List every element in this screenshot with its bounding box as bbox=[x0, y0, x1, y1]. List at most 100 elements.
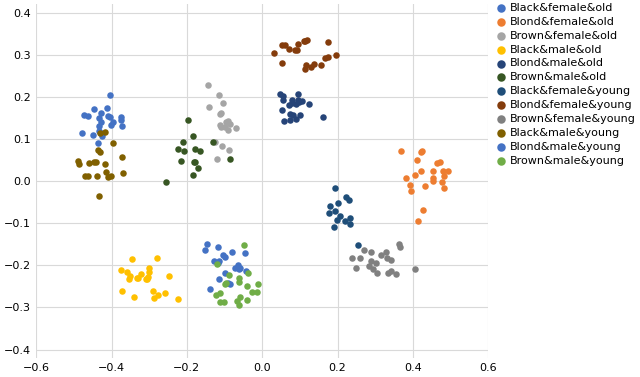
Brown&female&old bbox=[223, 127, 233, 133]
Blond&male&old bbox=[292, 91, 303, 97]
Brown&female&old bbox=[215, 123, 225, 129]
Blond&female&young bbox=[299, 38, 309, 44]
Brown&female&young bbox=[381, 254, 392, 261]
Blond&female&young bbox=[292, 41, 303, 48]
Black&female&old bbox=[96, 119, 106, 125]
Black&female&old bbox=[102, 105, 112, 111]
Black&female&old bbox=[96, 130, 106, 136]
Brown&male&old bbox=[179, 148, 189, 154]
Brown&male&young bbox=[214, 299, 225, 305]
Brown&female&young bbox=[359, 247, 369, 253]
Brown&female&young bbox=[410, 266, 420, 272]
Black&male&young bbox=[95, 130, 105, 136]
Black&female&old bbox=[108, 119, 118, 125]
Black&female&old bbox=[93, 115, 104, 121]
Black&female&old bbox=[116, 113, 126, 120]
Brown&female&old bbox=[216, 124, 226, 130]
Blond&female&old bbox=[444, 169, 454, 175]
Blond&female&old bbox=[413, 218, 423, 224]
Blond&female&old bbox=[406, 188, 417, 194]
Black&female&old bbox=[93, 123, 104, 129]
Black&female&old bbox=[88, 132, 98, 138]
Brown&female&old bbox=[217, 143, 227, 149]
Brown&female&young bbox=[386, 257, 396, 263]
Blond&male&young bbox=[225, 281, 236, 287]
Black&female&young bbox=[330, 208, 340, 214]
Blond&male&old bbox=[278, 93, 288, 100]
Brown&female&old bbox=[222, 118, 232, 124]
Blond&male&young bbox=[202, 241, 212, 247]
Blond&male&old bbox=[284, 102, 294, 108]
Brown&female&old bbox=[204, 104, 214, 110]
Brown&male&young bbox=[211, 293, 221, 299]
Black&female&old bbox=[104, 114, 115, 120]
Black&female&old bbox=[93, 129, 104, 135]
Blond&male&young bbox=[214, 276, 225, 282]
Blond&male&old bbox=[291, 101, 301, 107]
Brown&female&young bbox=[385, 268, 396, 274]
Blond&female&old bbox=[417, 148, 428, 154]
Brown&male&old bbox=[189, 146, 200, 152]
Blond&male&old bbox=[294, 99, 305, 105]
Brown&female&young bbox=[391, 271, 401, 277]
Blond&male&young bbox=[220, 270, 230, 276]
Blond&male&old bbox=[304, 101, 314, 107]
Black&male&young bbox=[117, 154, 127, 160]
Black&male&old bbox=[160, 290, 170, 296]
Black&male&old bbox=[117, 288, 127, 294]
Blond&male&old bbox=[295, 112, 305, 118]
Brown&male&young bbox=[234, 302, 244, 308]
Black&male&old bbox=[147, 288, 157, 294]
Black&male&old bbox=[125, 273, 136, 279]
Blond&female&old bbox=[428, 168, 438, 174]
Blond&female&old bbox=[401, 175, 411, 181]
Black&female&young bbox=[333, 199, 343, 205]
Blond&female&old bbox=[419, 207, 429, 213]
Blond&female&young bbox=[284, 46, 294, 52]
Brown&male&old bbox=[188, 133, 198, 139]
Blond&male&young bbox=[223, 280, 234, 286]
Black&female&old bbox=[77, 130, 88, 136]
Blond&male&young bbox=[200, 247, 211, 253]
Brown&female&young bbox=[394, 241, 404, 247]
Blond&female&old bbox=[410, 172, 420, 178]
Black&male&old bbox=[136, 271, 146, 277]
Black&female&young bbox=[325, 203, 335, 209]
Brown&male&young bbox=[234, 279, 244, 285]
Black&male&young bbox=[101, 169, 111, 175]
Brown&female&young bbox=[372, 270, 382, 276]
Blond&female&old bbox=[437, 179, 447, 185]
Blond&female&old bbox=[405, 182, 415, 188]
Blond&male&old bbox=[318, 115, 328, 121]
Black&male&young bbox=[74, 161, 84, 167]
Brown&female&old bbox=[211, 139, 221, 145]
Black&female&old bbox=[83, 113, 93, 119]
Legend: Black&female&old, Blond&female&old, Brown&female&old, Black&male&old, Blond&male: Black&female&old, Blond&female&old, Brow… bbox=[499, 3, 636, 166]
Blond&male&young bbox=[220, 254, 230, 261]
Blond&female&young bbox=[301, 62, 311, 68]
Brown&female&old bbox=[214, 92, 224, 98]
Blond&female&old bbox=[396, 148, 406, 154]
Brown&male&old bbox=[195, 148, 205, 154]
Brown&male&young bbox=[243, 270, 253, 276]
Black&male&old bbox=[132, 275, 143, 281]
Black&male&old bbox=[144, 269, 154, 275]
Black&male&young bbox=[73, 158, 83, 164]
Blond&male&old bbox=[287, 112, 298, 118]
Blond&female&young bbox=[316, 62, 326, 68]
Black&male&old bbox=[129, 294, 139, 300]
Brown&female&young bbox=[366, 258, 376, 264]
Brown&female&young bbox=[380, 249, 390, 255]
Black&male&old bbox=[132, 276, 142, 282]
Blond&male&young bbox=[213, 260, 223, 266]
Brown&male&old bbox=[178, 139, 188, 145]
Black&male&old bbox=[173, 296, 184, 302]
Blond&male&young bbox=[240, 250, 250, 256]
Black&female&young bbox=[345, 221, 355, 227]
Brown&male&old bbox=[173, 146, 183, 152]
Blond&female&old bbox=[428, 178, 438, 184]
Brown&male&old bbox=[182, 117, 193, 123]
Brown&male&old bbox=[190, 159, 200, 166]
Brown&female&old bbox=[224, 147, 234, 153]
Blond&female&old bbox=[428, 175, 438, 181]
